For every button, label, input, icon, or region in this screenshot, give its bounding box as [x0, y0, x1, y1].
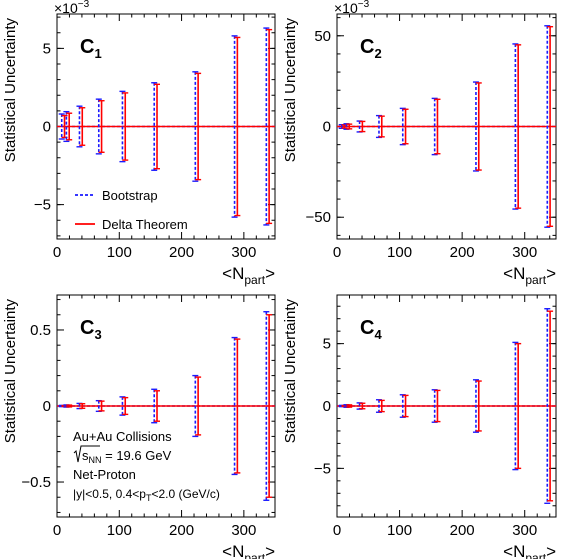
x-tick-label: 100	[387, 522, 412, 539]
y-tick-label: 5	[43, 40, 51, 57]
panel-label-sub: 2	[374, 46, 381, 61]
y-tick-label: 0	[43, 398, 51, 415]
x-tick-label: 0	[333, 522, 341, 539]
y-tick-label: −5	[314, 460, 331, 477]
panel-label-sub: 3	[94, 327, 101, 342]
x-tick-label: 200	[450, 244, 475, 261]
info-kinematic-cuts: |y|<0.5, 0.4<pT<2.0 (GeV/c)	[73, 487, 220, 503]
panel-label-main: C	[80, 317, 94, 339]
info-cuts-a: |y|<0.5, 0.4<p	[73, 487, 146, 501]
x-axis-label-sub: part	[244, 273, 265, 287]
y-axis-label: Statistical Uncertainty	[2, 18, 19, 163]
sqrt-sign-icon	[73, 445, 100, 463]
x-axis-label-sub: part	[525, 273, 546, 287]
x-tick-label: 300	[231, 244, 256, 261]
panel-c4: 0 100 200 300 −5 0 5 Statistical Uncertainty <Np…	[282, 294, 557, 559]
x-axis-label-sub: part	[525, 551, 546, 559]
y-axis-label: Statistical Uncertainty	[282, 299, 299, 444]
info-block: Au+Au Collisions sNN = 19.6 GeV Net-Proton…	[73, 429, 220, 503]
x-tick-label: 0	[333, 244, 341, 261]
x-tick-label: 200	[450, 522, 475, 539]
x-axis-label: <Npart>	[503, 542, 556, 559]
x-axis-label-base: <N	[503, 542, 525, 559]
x-axis-label-end: >	[546, 542, 556, 559]
panel-label-main: C	[360, 36, 374, 58]
info-cuts-c: <2.0 (GeV/c)	[151, 487, 219, 501]
panel-label: C2	[360, 36, 382, 61]
y-tick-label: −50	[306, 209, 331, 226]
axis-multiplier: ×10−3	[334, 0, 370, 16]
panel-label: C4	[360, 317, 382, 342]
x-tick-label: 300	[512, 244, 537, 261]
y-tick-label: 0.5	[30, 322, 51, 339]
panel-label-sub: 4	[374, 327, 382, 342]
x-axis-label-base: <N	[222, 264, 244, 283]
x-tick-label: 300	[512, 522, 537, 539]
x-axis-label: <Npart>	[503, 264, 556, 287]
info-cuts-sub: T	[146, 493, 152, 503]
y-tick-label: −5	[34, 197, 51, 214]
y-tick-label: −0.5	[21, 474, 51, 491]
panel-label-main: C	[360, 317, 374, 339]
legend-delta-label: Delta Theorem	[102, 217, 188, 232]
axis-multiplier-exp: −3	[358, 0, 370, 10]
x-axis-label-sub: part	[244, 551, 265, 559]
info-energy: sNN = 19.6 GeV	[82, 448, 172, 465]
x-tick-label: 100	[107, 244, 132, 261]
legend: Bootstrap Delta Theorem	[75, 188, 188, 232]
x-tick-label: 0	[53, 522, 61, 539]
info-energy-value: = 19.6 GeV	[102, 448, 172, 463]
x-axis-label-end: >	[265, 264, 275, 283]
y-tick-label: 0	[43, 119, 51, 136]
y-axis-label: Statistical Uncertainty	[282, 18, 299, 163]
y-tick-label: 0	[323, 119, 331, 136]
x-tick-label: 100	[107, 522, 132, 539]
x-axis-label: <Npart>	[222, 264, 275, 287]
axis-multiplier-base: ×10	[54, 0, 78, 16]
axis-multiplier-base: ×10	[334, 0, 358, 16]
panel-label-sub: 1	[94, 46, 101, 61]
x-tick-label: 300	[231, 522, 256, 539]
x-axis-label-end: >	[265, 542, 275, 559]
axis-multiplier: ×10−3	[54, 0, 90, 16]
y-tick-label: 5	[323, 336, 331, 353]
x-tick-label: 100	[387, 244, 412, 261]
x-axis-label-base: <N	[222, 542, 244, 559]
panel-c2: 0 100 200 300 −50 0 50×10−3 Statistical Uncerta…	[282, 0, 557, 287]
x-tick-label: 0	[53, 244, 61, 261]
panel-c1: 0 100 200 300 −5 0 5 ×10−3 Statistical Uncertain…	[2, 0, 276, 287]
x-axis-label-base: <N	[503, 264, 525, 283]
info-energy-sub: NN	[89, 455, 102, 465]
x-axis-label-end: >	[546, 264, 556, 283]
panel-label: C1	[80, 36, 102, 61]
y-axis-label: Statistical Uncertainty	[2, 299, 19, 444]
x-axis-label: <Npart>	[222, 542, 275, 559]
x-tick-label: 200	[169, 244, 194, 261]
panel-label: C3	[80, 317, 102, 342]
x-tick-label: 200	[169, 522, 194, 539]
info-energy-s: s	[82, 448, 89, 463]
info-collisions: Au+Au Collisions	[73, 429, 172, 444]
panel-c3: 0 100 200 300 −0.5 0 0.5 Statistical Uncertaint…	[2, 294, 276, 559]
y-tick-label: 0	[323, 398, 331, 415]
panel-label-main: C	[80, 36, 94, 58]
legend-bootstrap-label: Bootstrap	[102, 188, 158, 203]
y-tick-label: 50	[314, 28, 331, 45]
axis-multiplier-exp: −3	[78, 0, 90, 10]
info-particle: Net-Proton	[73, 467, 136, 482]
